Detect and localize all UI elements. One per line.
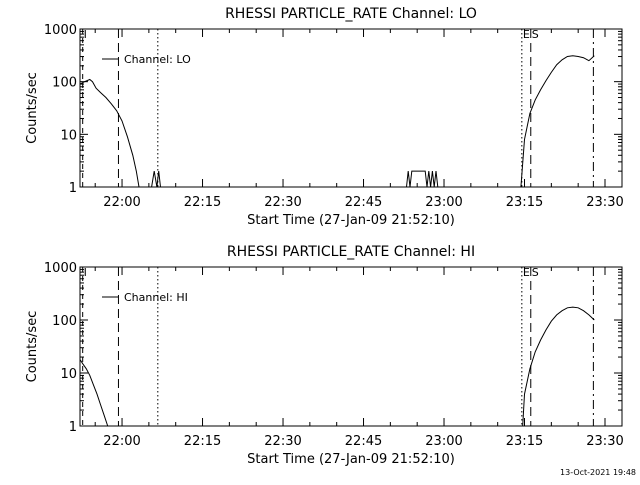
x-tick-label: 22:45 (345, 434, 382, 449)
y-tick-label: 100 (52, 76, 77, 91)
x-tick-label: 22:15 (184, 195, 221, 210)
series-line (79, 359, 109, 427)
event-marker-label: I (84, 266, 87, 279)
footer-timestamp: 13-Oct-2021 19:48 (560, 468, 636, 477)
x-axis-label: Start Time (27-Jan-09 21:52:10) (247, 213, 455, 228)
legend-entry: Channel: LO (124, 53, 191, 66)
series-line (406, 170, 439, 188)
legend-entry: Channel: HI (124, 291, 188, 304)
x-tick-label: 22:30 (264, 195, 301, 210)
x-tick-label: 23:30 (586, 195, 623, 210)
x-tick-label: 22:30 (264, 434, 301, 449)
y-tick-label: 10 (60, 128, 77, 143)
y-axis-label: Counts/sec (25, 72, 40, 144)
chart-title: RHESSI PARTICLE_RATE Channel: LO (225, 6, 477, 22)
series-line (520, 55, 595, 188)
x-tick-label: 23:30 (586, 434, 623, 449)
plot-frame (79, 28, 623, 188)
series-line (151, 171, 161, 188)
chart-title: RHESSI PARTICLE_RATE Channel: HI (227, 244, 475, 260)
event-marker-label: E (523, 266, 530, 279)
series-line (79, 78, 140, 188)
plot-frame (79, 266, 623, 427)
x-tick-label: 23:15 (506, 195, 543, 210)
x-tick-label: 23:15 (506, 434, 543, 449)
x-tick-label: 22:15 (184, 434, 221, 449)
series-line (522, 306, 595, 427)
y-tick-label: 100 (52, 314, 77, 329)
chart-panel-1: RHESSI PARTICLE_RATE Channel: HI Start Ti… (25, 244, 624, 467)
y-tick-label: 1 (69, 420, 77, 435)
event-marker-label: E (523, 28, 530, 41)
y-axis-label: Counts/sec (25, 311, 40, 383)
x-axis-label: Start Time (27-Jan-09 21:52:10) (247, 452, 455, 467)
event-marker-label: S (532, 266, 539, 279)
x-tick-label: 23:00 (425, 195, 462, 210)
chart-panel-0: RHESSI PARTICLE_RATE Channel: LO Start Ti… (25, 6, 624, 228)
y-tick-label: 1000 (44, 23, 77, 38)
x-tick-label: 22:00 (103, 434, 140, 449)
y-tick-label: 1 (69, 181, 77, 196)
event-marker-label: I (84, 28, 87, 41)
x-tick-label: 22:45 (345, 195, 382, 210)
y-tick-label: 10 (60, 367, 77, 382)
event-marker-label: S (532, 28, 539, 41)
y-tick-label: 1000 (44, 261, 77, 276)
x-tick-label: 22:00 (103, 195, 140, 210)
x-tick-label: 23:00 (425, 434, 462, 449)
